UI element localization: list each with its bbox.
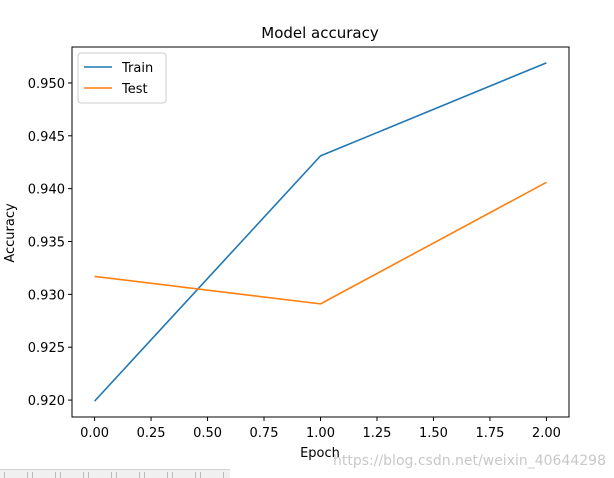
x-tick-label: 0.25 xyxy=(137,426,166,441)
x-tick-label: 0.00 xyxy=(80,426,109,441)
y-tick-label: 0.930 xyxy=(28,288,65,303)
y-tick-label: 0.940 xyxy=(28,183,65,198)
back-button[interactable] xyxy=(32,472,56,478)
y-tick-label: 0.925 xyxy=(28,341,65,356)
series-line-train xyxy=(94,62,547,402)
watermark: https://blog.csdn.net/weixin_40644298 xyxy=(333,453,606,469)
save-button[interactable] xyxy=(172,472,196,478)
x-tick-label: 1.50 xyxy=(419,426,448,441)
pan-button[interactable] xyxy=(88,472,112,478)
extra-button[interactable] xyxy=(200,472,224,478)
series-lines xyxy=(94,62,547,402)
y-axis-label: Accuracy xyxy=(3,203,18,263)
x-tick-label: 0.50 xyxy=(193,426,222,441)
y-tick-label: 0.920 xyxy=(28,394,65,409)
home-button[interactable] xyxy=(4,472,28,478)
zoom-button[interactable] xyxy=(116,472,140,478)
y-tick-label: 0.935 xyxy=(28,236,65,251)
x-tick-label: 1.25 xyxy=(363,426,392,441)
legend: Train Test xyxy=(77,52,167,104)
x-tick-label: 0.75 xyxy=(250,426,279,441)
chart-title: Model accuracy xyxy=(261,24,379,42)
legend-label-test: Test xyxy=(121,82,148,97)
y-tick-label: 0.945 xyxy=(28,130,65,145)
x-tick-label: 2.00 xyxy=(532,426,561,441)
legend-frame xyxy=(77,52,167,104)
configure-button[interactable] xyxy=(144,472,168,478)
series-line-test xyxy=(94,181,547,305)
x-tick-label: 1.75 xyxy=(475,426,504,441)
x-tick-label: 1.00 xyxy=(306,426,335,441)
forward-button[interactable] xyxy=(60,472,84,478)
legend-label-train: Train xyxy=(121,61,153,76)
y-tick-label: 0.950 xyxy=(28,77,65,92)
x-axis-label: Epoch xyxy=(300,446,340,461)
plot-area xyxy=(71,46,570,418)
figure-toolbar xyxy=(0,469,230,478)
x-axis-ticks: 0.00 0.25 0.50 0.75 1.00 1.25 1.50 1.75 2.00 xyxy=(80,417,561,441)
y-axis-ticks: 0.920 0.925 0.930 0.935 0.940 0.945 0.950 xyxy=(28,77,72,409)
